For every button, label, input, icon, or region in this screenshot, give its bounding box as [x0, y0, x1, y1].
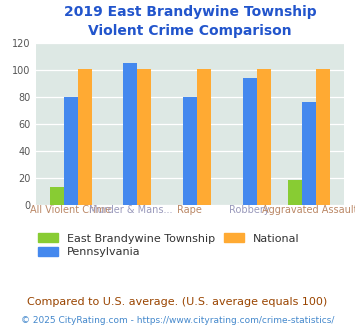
Text: All Violent Crime: All Violent Crime [30, 205, 111, 214]
Bar [316, 69, 330, 205]
Bar [197, 69, 211, 205]
Text: Compared to U.S. average. (U.S. average equals 100): Compared to U.S. average. (U.S. average … [27, 297, 328, 307]
Bar [288, 180, 302, 205]
Text: Murder & Mans...: Murder & Mans... [88, 205, 172, 214]
Bar [257, 69, 271, 205]
Text: Rape: Rape [178, 205, 202, 214]
Bar [302, 102, 316, 205]
Text: Robbery: Robbery [229, 205, 270, 214]
Bar [242, 78, 257, 205]
Bar [64, 97, 78, 205]
Text: Aggravated Assault: Aggravated Assault [262, 205, 355, 214]
Bar [78, 69, 92, 205]
Bar [123, 63, 137, 205]
Title: 2019 East Brandywine Township
Violent Crime Comparison: 2019 East Brandywine Township Violent Cr… [64, 5, 316, 38]
Bar [50, 187, 64, 205]
Text: © 2025 CityRating.com - https://www.cityrating.com/crime-statistics/: © 2025 CityRating.com - https://www.city… [21, 316, 334, 325]
Bar [183, 97, 197, 205]
Bar [137, 69, 151, 205]
Legend: East Brandywine Township, Pennsylvania, National: East Brandywine Township, Pennsylvania, … [34, 229, 304, 262]
